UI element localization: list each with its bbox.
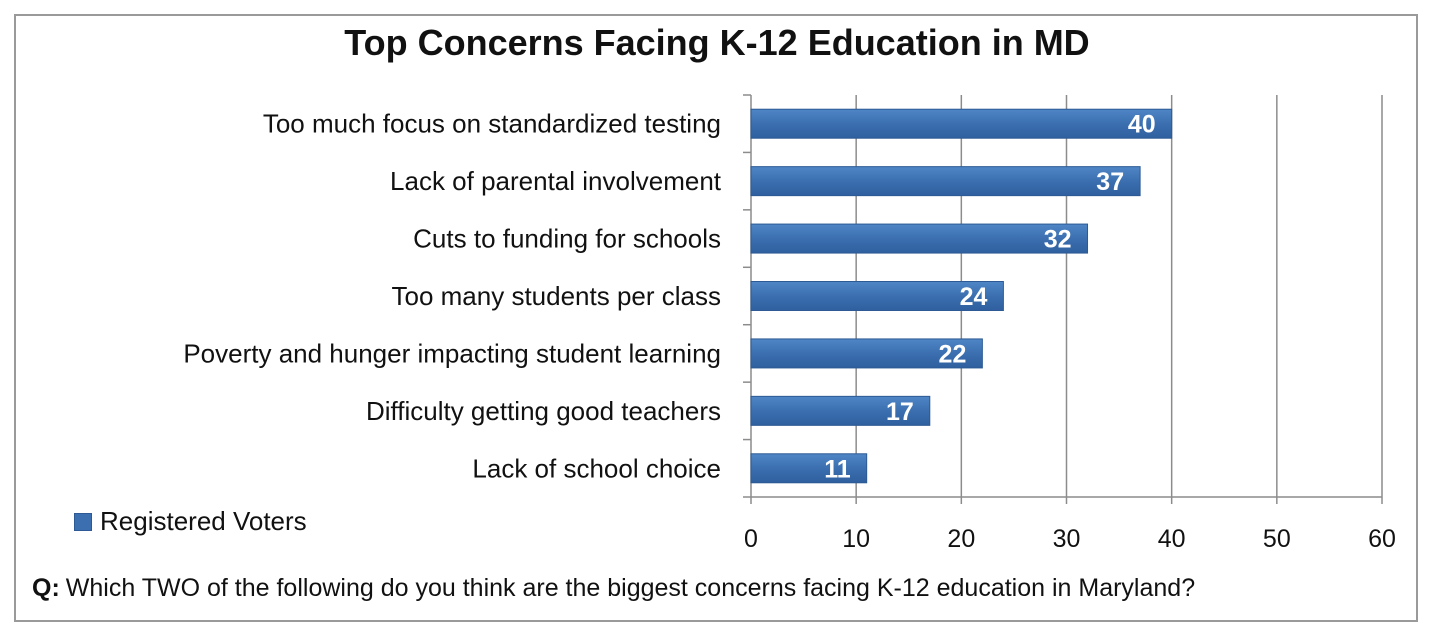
- legend-swatch: [74, 512, 92, 531]
- legend-label: Registered Voters: [100, 506, 307, 536]
- category-label: Lack of school choice: [472, 453, 721, 483]
- x-tick-label: 0: [744, 525, 758, 553]
- x-tick-label: 60: [1368, 525, 1396, 553]
- bar: [750, 338, 983, 369]
- bar: [750, 395, 931, 426]
- bar: [750, 453, 868, 484]
- data-label: 11: [824, 455, 851, 483]
- data-label: 22: [939, 340, 967, 368]
- bar: [750, 281, 1004, 311]
- legend: Registered Voters: [74, 506, 307, 537]
- category-label: Too much focus on standardized testing: [263, 109, 721, 139]
- bar: [750, 108, 1173, 139]
- question-text: Which TWO of the following do you think …: [65, 574, 1196, 602]
- data-label: 32: [1044, 226, 1072, 254]
- x-tick-label: 10: [842, 525, 870, 553]
- category-label: Lack of parental involvement: [390, 166, 722, 196]
- category-label: Difficulty getting good teachers: [366, 396, 721, 426]
- data-label: 40: [1128, 111, 1156, 139]
- data-label: 37: [1096, 168, 1124, 196]
- category-label: Too many students per class: [392, 281, 722, 311]
- x-tick-label: 50: [1263, 525, 1291, 553]
- category-label: Poverty and hunger impacting student lea…: [183, 338, 721, 368]
- x-tick-label: 20: [947, 525, 975, 553]
- x-tick-label: 30: [1053, 525, 1081, 553]
- question-prefix: Q:: [32, 574, 60, 602]
- bar: [750, 223, 1089, 254]
- chart-title: Top Concerns Facing K-12 Education in MD: [344, 22, 1090, 63]
- chart-frame: [14, 14, 1418, 622]
- data-label: 17: [886, 398, 914, 426]
- survey-question: Q: Which TWO of the following do you thin…: [32, 574, 1195, 603]
- category-label: Cuts to funding for schools: [413, 224, 721, 254]
- bar: [750, 166, 1141, 197]
- x-tick-label: 40: [1158, 525, 1186, 553]
- data-label: 24: [960, 283, 988, 311]
